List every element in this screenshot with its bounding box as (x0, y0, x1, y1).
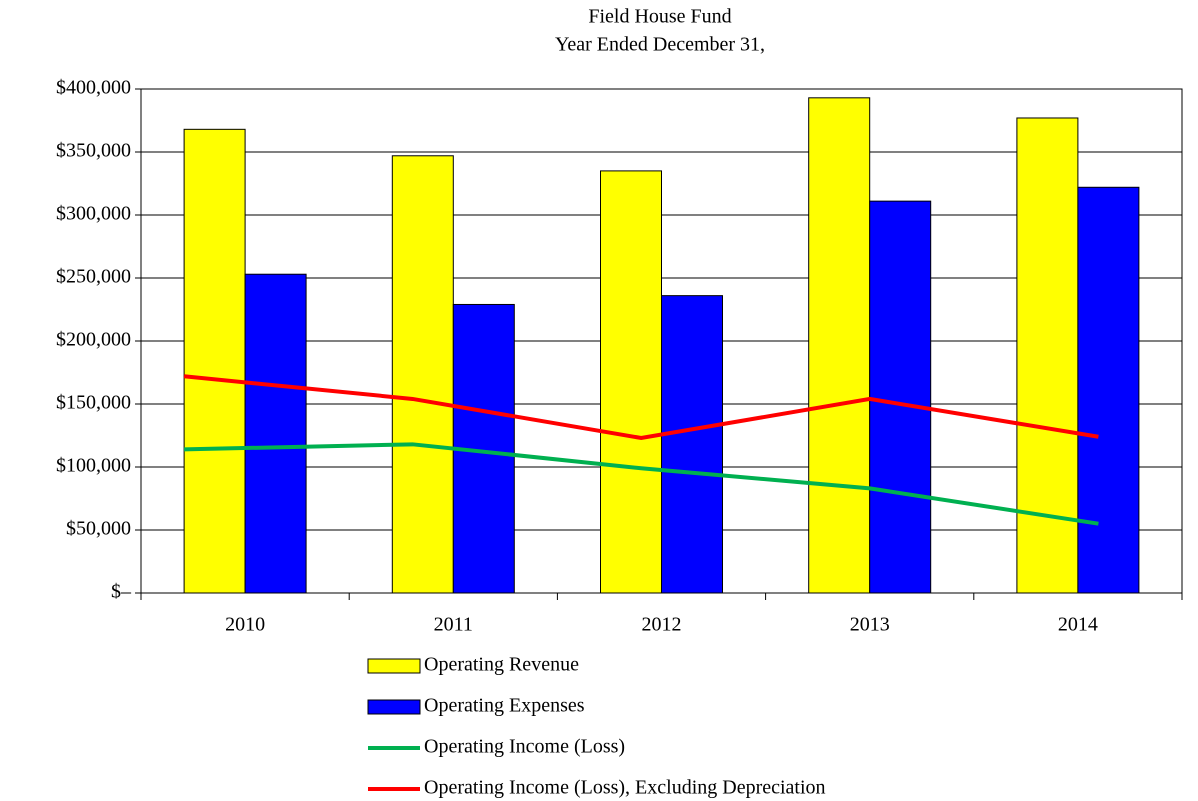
y-tick-label: $200,000 (56, 329, 131, 351)
chart-title: Field House Fund (588, 6, 731, 28)
bar (183, 128, 246, 594)
y-tick-label: $100,000 (56, 455, 131, 477)
legend-label: Operating Expenses (424, 695, 585, 717)
bar (808, 97, 871, 594)
chart-subtitle: Year Ended December 31, (555, 34, 765, 56)
legend-label: Operating Revenue (424, 654, 579, 676)
x-tick-label: 2011 (434, 614, 473, 636)
line (183, 374, 1099, 441)
bar (661, 295, 723, 594)
bar (869, 200, 932, 594)
bar (391, 155, 454, 594)
bar (600, 170, 662, 594)
legend-label: Operating Income (Loss) (424, 736, 625, 758)
bar (1077, 186, 1140, 594)
line (183, 442, 1099, 526)
y-tick-label: $– (111, 581, 132, 603)
y-tick-label: $300,000 (56, 203, 131, 225)
y-tick-label: $250,000 (56, 266, 131, 288)
x-tick-label: 2013 (850, 614, 890, 636)
bar (1016, 117, 1079, 594)
y-tick-label: $150,000 (56, 392, 131, 414)
legend-label: Operating Income (Loss), Excluding Depre… (424, 777, 826, 799)
x-tick-label: 2014 (1058, 614, 1098, 636)
x-tick-label: 2010 (225, 614, 265, 636)
bar (244, 273, 307, 594)
y-tick-label: $350,000 (56, 140, 131, 162)
legend-swatch (367, 699, 421, 715)
y-tick-label: $400,000 (56, 77, 131, 99)
legend-swatch (367, 658, 421, 674)
y-tick-label: $50,000 (66, 518, 131, 540)
x-tick-label: 2012 (642, 614, 682, 636)
